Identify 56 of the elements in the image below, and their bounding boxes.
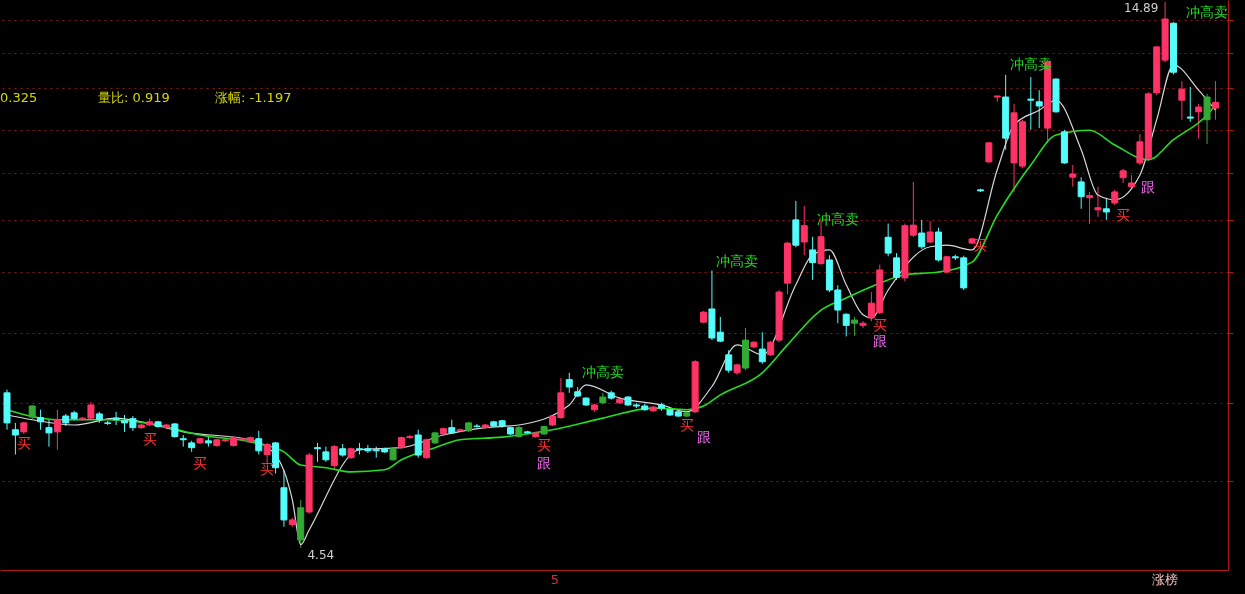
candlestick <box>918 219 926 250</box>
candlestick <box>1094 186 1102 218</box>
annotation: 跟 <box>872 333 887 349</box>
candlestick <box>255 430 263 456</box>
annotation: 0.325 <box>0 90 38 105</box>
annotation: 买 <box>679 417 694 433</box>
candlestick <box>1178 80 1186 121</box>
candlestick <box>314 442 322 463</box>
text: 涨榜 <box>1152 572 1178 587</box>
candlestick <box>800 205 808 256</box>
annotation: 买 <box>872 317 887 333</box>
annotation: 涨幅: -1.197 <box>215 90 292 105</box>
candlestick <box>473 423 481 429</box>
candlestick <box>1211 80 1219 121</box>
candlestick <box>851 316 859 337</box>
annotation: 冲高卖 <box>816 211 859 227</box>
annotation: 买 <box>193 455 208 471</box>
candlestick <box>112 411 120 426</box>
candlestick <box>725 349 733 374</box>
candlestick <box>37 409 45 431</box>
annotation: 跟 <box>537 455 552 471</box>
annotation: 买 <box>1116 207 1131 223</box>
candlestick <box>565 372 573 394</box>
annotation: 冲高卖 <box>581 364 624 380</box>
candlestick <box>809 236 817 281</box>
annotation: 买 <box>537 437 552 453</box>
annotation: 跟 <box>696 429 711 445</box>
candlestick <box>859 320 867 329</box>
candlestick <box>414 429 422 459</box>
candlestick <box>758 331 766 365</box>
annotation: 冲高卖 <box>716 253 759 269</box>
annotation: 买 <box>16 435 31 451</box>
text: 5 <box>550 572 560 587</box>
annotation: 冲高卖 <box>1186 4 1229 20</box>
candlestick <box>1186 86 1194 123</box>
candlestick <box>45 419 53 448</box>
candlestick <box>53 409 61 451</box>
candlestick <box>884 223 892 257</box>
annotation: 4.54 <box>307 547 335 562</box>
candlestick <box>893 252 901 281</box>
annotation: 量比: 0.919 <box>98 90 170 105</box>
candlestick <box>11 422 19 456</box>
candlestick <box>1086 191 1094 225</box>
candlestick <box>1027 76 1035 131</box>
annotation: 跟 <box>1141 179 1156 195</box>
candlestick <box>1102 197 1110 221</box>
candlestick <box>1195 103 1203 140</box>
annotation: 买 <box>260 461 275 477</box>
candlestick <box>1069 164 1077 188</box>
candlestick <box>1203 93 1211 145</box>
candlestick <box>330 444 338 471</box>
annotation: 14.89 <box>1124 1 1159 16</box>
candlestick <box>1035 89 1043 129</box>
candlestick <box>1077 176 1085 210</box>
annotation: 买 <box>142 431 157 447</box>
candlestick <box>842 312 850 337</box>
